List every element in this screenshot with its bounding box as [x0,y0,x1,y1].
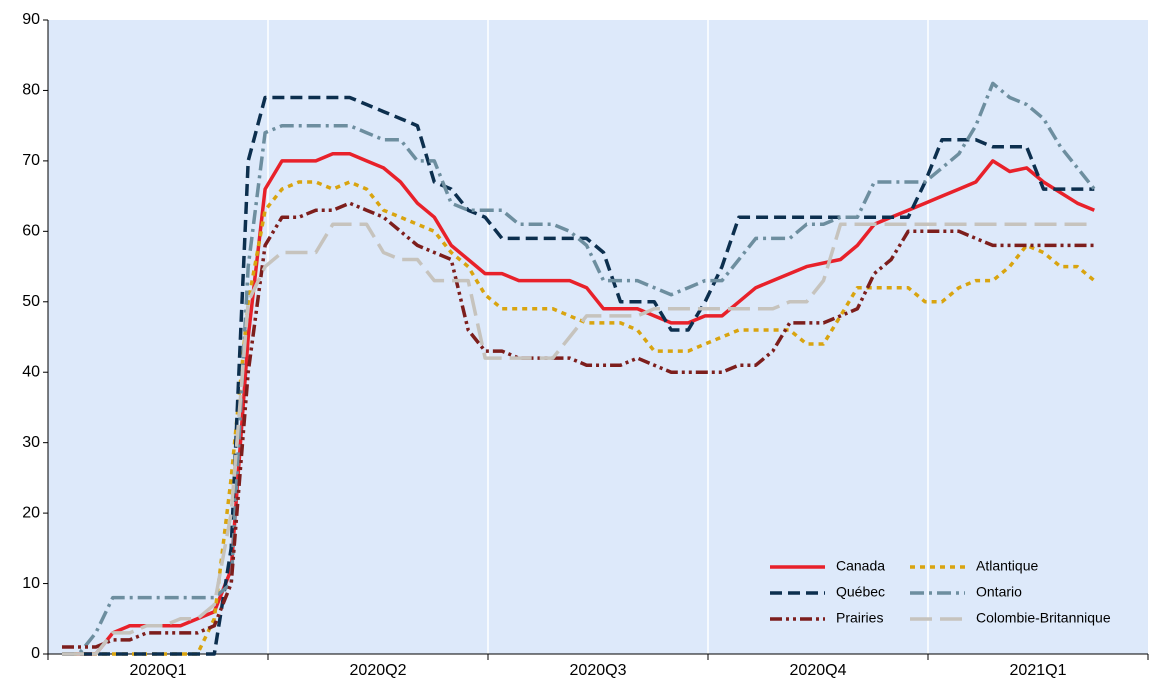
y-tick-label: 90 [22,11,40,28]
legend-label: Atlantique [976,558,1038,574]
y-tick-label: 40 [22,363,40,380]
y-tick-label: 80 [22,82,40,99]
legend-label: Prairies [836,610,883,626]
series-line [62,222,1095,656]
x-tick-label: 2020Q1 [130,662,187,679]
y-tick-label: 30 [22,434,40,451]
legend-label: Colombie-Britannique [976,610,1111,626]
y-tick-label: 50 [22,293,40,310]
y-tick-label: 0 [31,645,40,662]
x-tick-label: 2020Q3 [570,662,627,679]
x-tick-label: 2021Q1 [1010,662,1067,679]
y-tick-label: 10 [22,575,40,592]
y-tick-label: 70 [22,152,40,169]
series-line [62,152,1095,656]
series-line [62,201,1095,649]
legend-label: Canada [836,558,885,574]
series-line [62,95,1095,656]
legend-label: Québec [836,584,885,600]
x-tick-label: 2020Q2 [350,662,407,679]
legend-label: Ontario [976,584,1022,600]
y-tick-label: 60 [22,223,40,240]
y-tick-label: 20 [22,504,40,521]
x-tick-label: 2020Q4 [790,662,847,679]
